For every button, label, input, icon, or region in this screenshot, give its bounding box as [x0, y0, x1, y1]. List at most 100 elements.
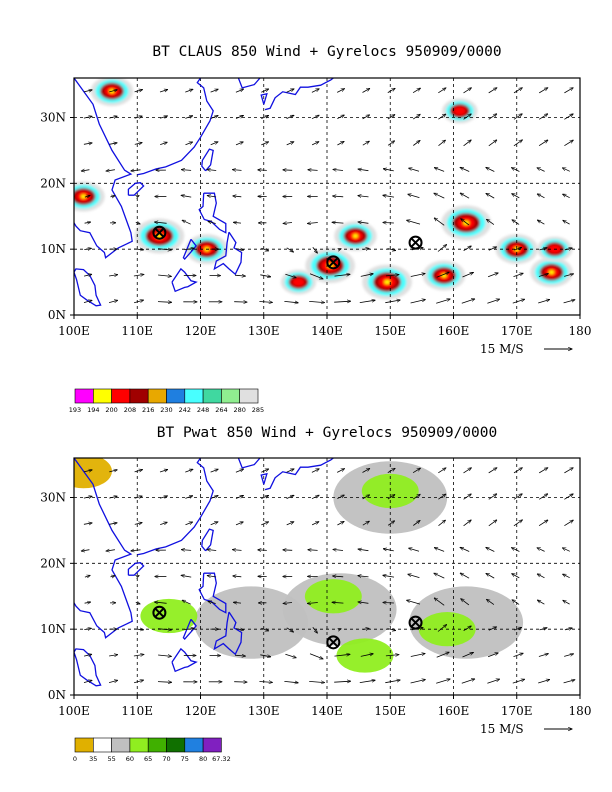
wind-vector — [109, 143, 117, 145]
wind-vector — [258, 550, 267, 551]
wind-vector — [106, 170, 115, 171]
wind-vector — [339, 249, 341, 250]
wind-vector — [286, 522, 294, 526]
wind-vector — [487, 679, 499, 684]
wind-vector — [539, 248, 547, 250]
wind-vector — [513, 520, 523, 527]
wind-vector — [283, 550, 293, 551]
wind-vector — [261, 247, 268, 251]
wind-vector — [383, 223, 394, 224]
wind-vector — [332, 602, 344, 603]
colorbar-claus: 193 194 200 208 216 230 242 248 264 280 285 — [69, 388, 264, 414]
wind-vector — [160, 522, 167, 524]
coastline — [171, 267, 198, 293]
wind-vector — [538, 654, 549, 657]
wind-vector — [362, 468, 370, 473]
wind-vector — [207, 170, 217, 171]
wind-vector — [537, 548, 545, 552]
wind-vector — [234, 275, 245, 276]
wind-vector — [134, 143, 142, 145]
wind-vector — [158, 275, 171, 276]
wind-vector — [235, 142, 243, 146]
colorbar-swatch — [129, 737, 149, 753]
wind-vector — [260, 275, 270, 277]
wind-vector — [539, 628, 547, 630]
gyre-location — [408, 235, 423, 250]
vector-reference-label: 15 M/S — [480, 342, 524, 356]
wind-vector — [362, 115, 370, 120]
wind-vector — [285, 653, 296, 658]
wind-vector — [258, 170, 267, 171]
wind-vector — [513, 114, 522, 120]
wind-vector — [434, 548, 445, 552]
gyre-location — [408, 615, 423, 630]
gyre-cross — [328, 637, 339, 648]
wind-vector — [407, 600, 421, 605]
wind-vector — [158, 655, 171, 656]
colorbar-label: 285 — [252, 406, 264, 414]
wind-vector — [563, 220, 570, 225]
wind-vector — [486, 573, 495, 579]
x-tick-label: 180 — [569, 704, 592, 718]
wind-vector — [109, 523, 117, 525]
wind-vector — [434, 218, 445, 226]
wind-vector — [284, 301, 298, 302]
colorbar-swatch — [221, 388, 240, 404]
wind-vector — [285, 273, 296, 278]
wind-vector — [438, 468, 446, 474]
wind-vector — [308, 170, 318, 171]
wind-vector — [259, 682, 272, 683]
colorbar-label: 242 — [179, 406, 191, 414]
cloud-cluster — [422, 260, 466, 291]
wind-vector — [311, 495, 319, 500]
wind-vector — [332, 222, 344, 223]
wind-vector — [436, 299, 450, 304]
coastline — [213, 611, 243, 656]
wind-vector — [308, 550, 318, 551]
wind-vector — [538, 140, 548, 147]
wind-vector — [259, 302, 272, 303]
wind-vector — [235, 495, 243, 499]
wind-vector — [311, 115, 319, 120]
wind-vector — [134, 496, 143, 498]
colorbar-swatch — [129, 388, 149, 404]
y-tick-label: 0N — [48, 688, 66, 702]
wind-vector — [207, 550, 217, 551]
wind-vector — [235, 249, 244, 250]
wind-vector — [261, 89, 268, 93]
wind-vector — [160, 142, 167, 144]
wind-vector — [84, 575, 90, 577]
wind-vector — [309, 301, 324, 302]
wind-vector — [512, 679, 525, 684]
wind-vector — [488, 627, 497, 631]
wind-vector — [407, 220, 421, 225]
wind-vector — [136, 576, 139, 577]
y-tick-label: 20N — [40, 556, 66, 570]
x-tick-label: 150E — [374, 704, 406, 718]
wind-vector — [109, 275, 118, 276]
wind-vector — [309, 653, 323, 659]
moisture-region — [140, 598, 198, 634]
wind-vector — [233, 196, 242, 197]
wind-vector — [563, 194, 570, 199]
wind-vector — [286, 627, 294, 632]
wind-vector — [235, 469, 244, 473]
wind-vector — [436, 272, 450, 278]
wind-vector — [463, 468, 472, 474]
wind-vector — [463, 88, 472, 94]
wind-vector — [185, 496, 192, 499]
wind-vector — [159, 116, 167, 118]
wind-vector — [512, 600, 520, 605]
coastline — [127, 182, 145, 196]
wind-vector — [385, 680, 400, 684]
wind-vector — [134, 470, 143, 472]
wind-vector — [387, 115, 395, 120]
wind-vector — [413, 141, 420, 146]
wind-vector — [337, 115, 344, 120]
wind-vector — [337, 89, 344, 93]
wind-vector — [159, 90, 168, 93]
wind-vector — [537, 220, 545, 225]
wind-vector — [537, 194, 545, 199]
colorbar-label: 35 — [89, 755, 97, 763]
gyre-circle — [408, 235, 423, 250]
